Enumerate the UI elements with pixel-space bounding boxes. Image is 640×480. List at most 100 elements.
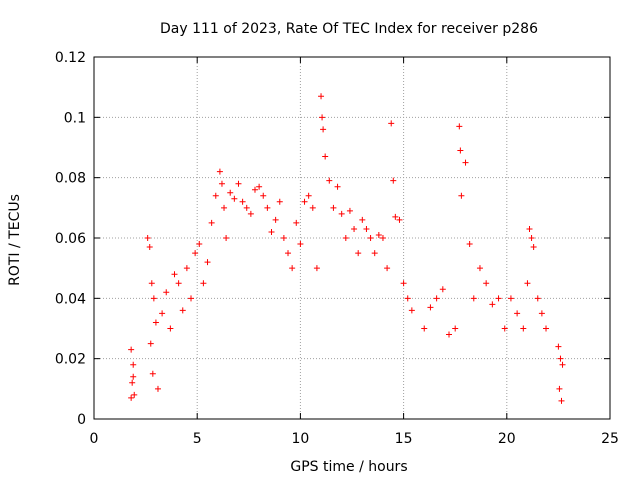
data-point <box>433 295 440 302</box>
data-point <box>384 265 391 272</box>
data-point <box>128 394 135 401</box>
data-point <box>179 307 186 314</box>
y-tick-label: 0.02 <box>55 352 86 368</box>
y-tick-label: 0.12 <box>55 50 86 66</box>
x-axis-label: GPS time / hours <box>290 459 407 475</box>
x-tick-label: 15 <box>395 431 413 447</box>
data-point <box>147 340 154 347</box>
data-point <box>388 120 395 127</box>
data-point <box>221 204 228 211</box>
data-point <box>264 204 271 211</box>
data-point <box>404 295 411 302</box>
data-points <box>128 93 566 404</box>
data-point <box>208 219 215 226</box>
data-point <box>192 250 199 257</box>
data-point <box>351 225 358 232</box>
data-point <box>520 325 527 332</box>
data-point <box>457 147 464 154</box>
grid-lines <box>94 57 610 419</box>
data-point <box>501 325 508 332</box>
data-point <box>171 271 178 278</box>
data-point <box>495 295 502 302</box>
data-point <box>390 177 397 184</box>
data-point <box>543 325 550 332</box>
data-point <box>355 250 362 257</box>
data-point <box>342 235 349 241</box>
data-point <box>159 310 166 317</box>
data-point <box>196 241 203 248</box>
data-point <box>131 391 138 398</box>
data-point <box>243 204 250 211</box>
data-point <box>216 168 223 175</box>
data-point <box>130 373 137 380</box>
data-point <box>289 265 296 272</box>
data-point <box>149 370 156 377</box>
data-point <box>408 307 415 314</box>
data-point <box>558 397 565 404</box>
data-point <box>367 235 374 241</box>
y-tick-label: 0.1 <box>64 110 86 126</box>
data-point <box>268 228 275 235</box>
data-point <box>146 244 153 251</box>
data-point <box>239 198 246 205</box>
data-point <box>439 286 446 293</box>
data-point <box>359 216 366 223</box>
x-tick-label: 0 <box>90 431 99 447</box>
data-point <box>188 295 195 302</box>
data-point <box>524 280 531 287</box>
data-point <box>297 241 304 248</box>
data-point <box>309 204 316 211</box>
data-point <box>150 295 157 302</box>
data-point <box>223 235 230 241</box>
data-point <box>334 183 341 190</box>
data-point <box>251 186 258 193</box>
x-tick-label: 5 <box>193 431 202 447</box>
data-point <box>470 295 477 302</box>
data-point <box>375 231 382 238</box>
data-point <box>319 114 326 121</box>
y-tick-label: 0.04 <box>55 291 86 307</box>
data-point <box>456 123 463 130</box>
data-point <box>452 325 459 332</box>
data-point <box>371 250 378 257</box>
data-point <box>130 361 137 368</box>
data-point <box>379 235 386 241</box>
data-point <box>256 183 263 190</box>
data-point <box>129 379 136 386</box>
data-point <box>305 192 312 199</box>
data-point <box>530 244 537 251</box>
data-point <box>346 207 353 214</box>
data-point <box>163 289 170 296</box>
data-point <box>148 280 155 287</box>
data-point <box>392 213 399 220</box>
data-point <box>272 216 279 223</box>
data-point <box>200 280 207 287</box>
data-point <box>212 192 219 199</box>
data-point <box>534 295 541 302</box>
data-point <box>338 210 345 217</box>
data-point <box>293 219 300 226</box>
data-point <box>154 385 161 392</box>
x-tick-label: 25 <box>601 431 619 447</box>
data-point <box>326 177 333 184</box>
data-point <box>557 355 564 362</box>
data-point <box>483 280 490 287</box>
data-point <box>231 195 238 202</box>
data-point <box>152 319 159 326</box>
data-point <box>235 180 242 187</box>
data-point <box>320 126 327 133</box>
data-point <box>538 310 545 317</box>
data-point <box>559 361 566 368</box>
data-point <box>526 225 533 232</box>
y-tick-label: 0 <box>77 412 86 428</box>
data-point <box>462 159 469 166</box>
data-point <box>313 265 320 272</box>
data-point <box>218 180 225 187</box>
data-point <box>458 192 465 199</box>
data-point <box>318 93 325 100</box>
data-point <box>330 204 337 211</box>
y-axis-label: ROTI / TECUs <box>7 194 23 286</box>
data-point <box>183 265 190 272</box>
data-point <box>396 216 403 223</box>
y-tick-label: 0.06 <box>55 231 86 247</box>
